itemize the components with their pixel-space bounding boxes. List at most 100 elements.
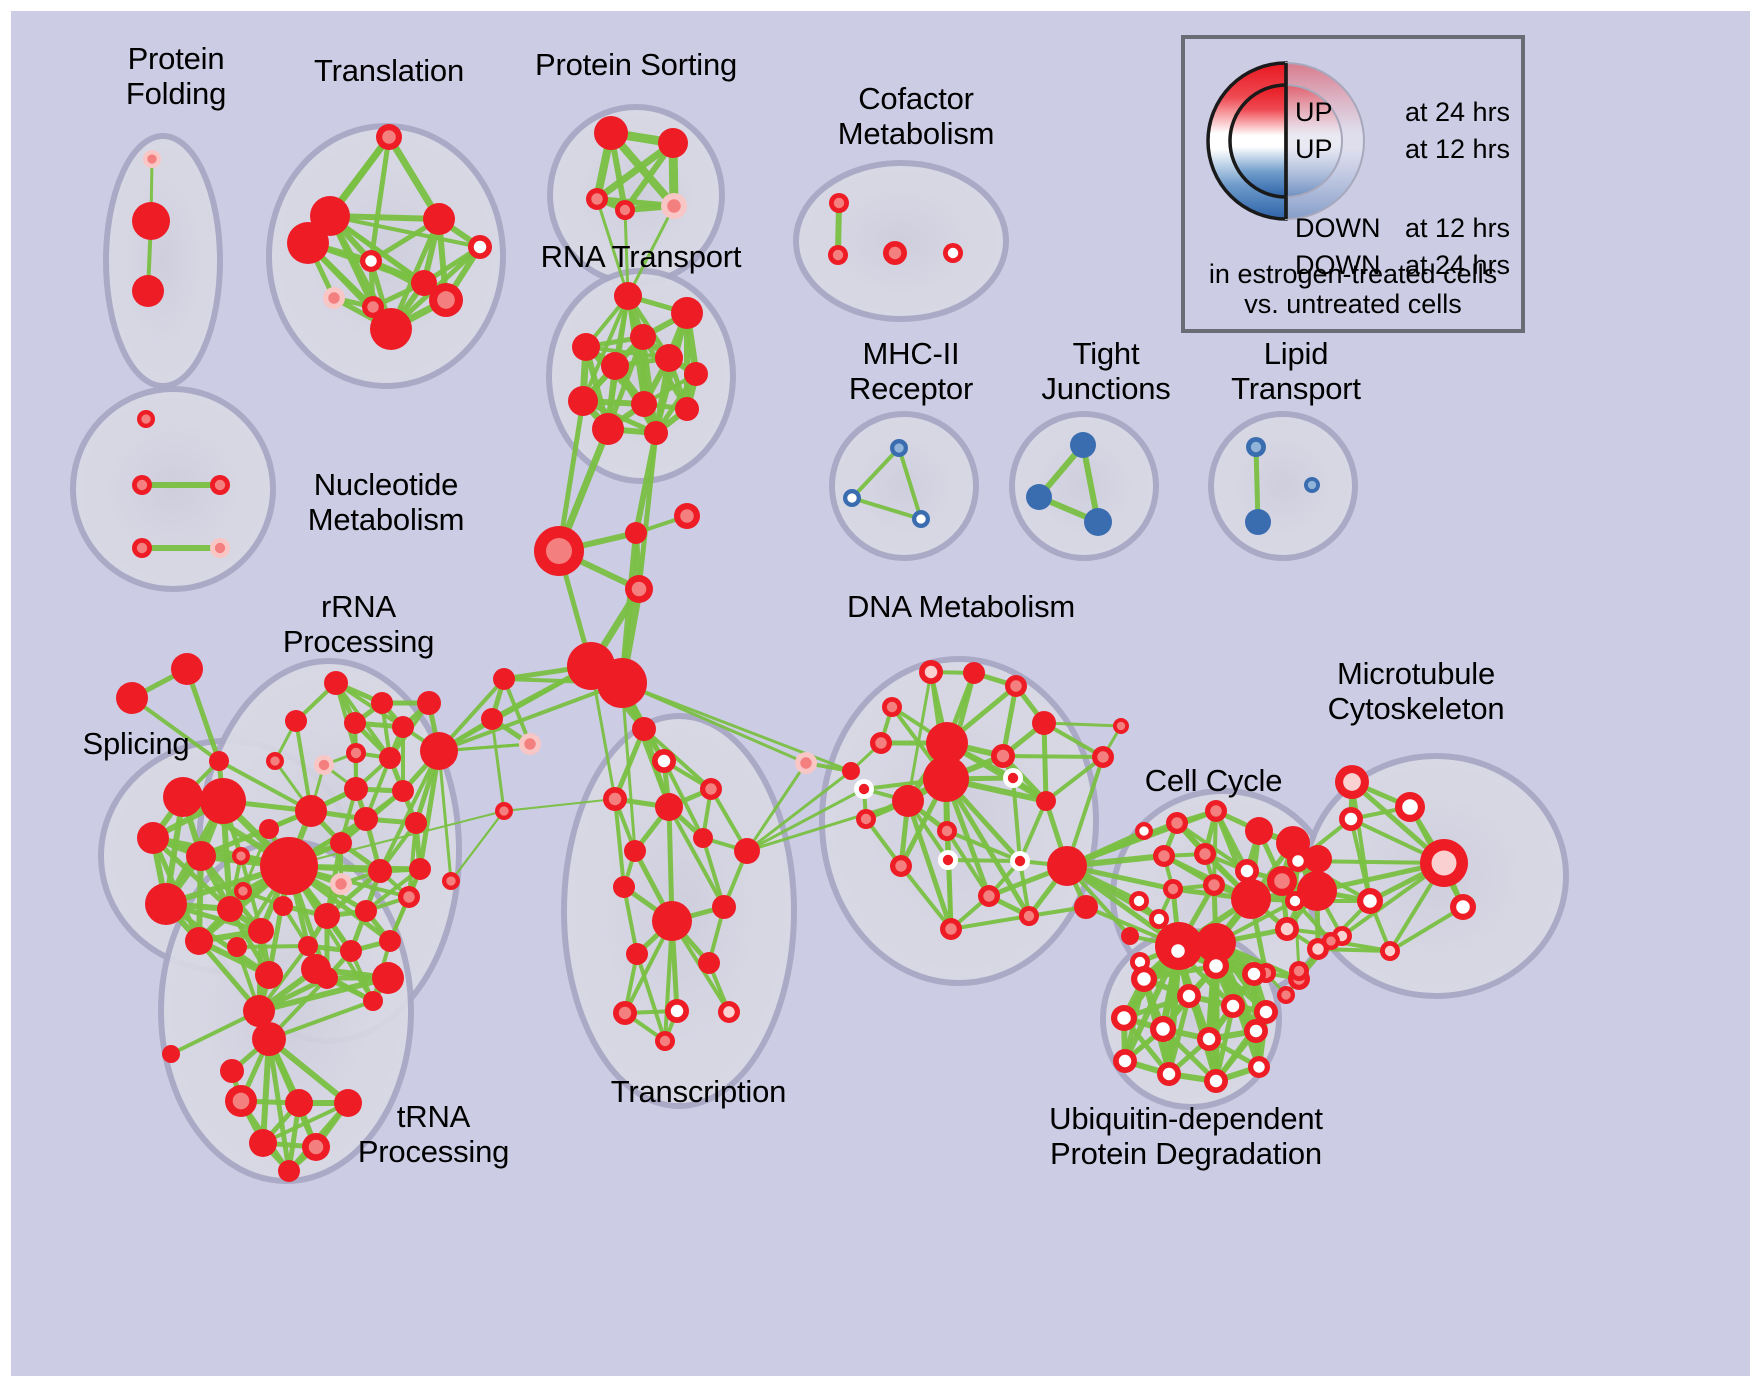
network-node[interactable]	[919, 660, 943, 684]
network-node[interactable]	[603, 787, 627, 811]
network-node[interactable]	[625, 575, 653, 603]
network-node[interactable]	[572, 333, 600, 361]
network-node[interactable]	[132, 538, 152, 558]
network-node[interactable]	[287, 222, 329, 264]
network-node[interactable]	[376, 124, 402, 150]
network-node[interactable]	[278, 1160, 300, 1182]
network-node[interactable]	[1254, 1000, 1278, 1024]
network-node[interactable]	[163, 777, 203, 817]
network-node[interactable]	[1205, 800, 1227, 822]
network-node[interactable]	[795, 752, 817, 774]
network-node[interactable]	[1275, 917, 1299, 941]
network-node[interactable]	[829, 193, 849, 213]
network-node[interactable]	[1113, 1049, 1137, 1073]
network-node[interactable]	[132, 275, 164, 307]
network-node[interactable]	[661, 193, 687, 219]
network-node[interactable]	[854, 779, 874, 799]
network-node[interactable]	[171, 653, 203, 685]
network-node[interactable]	[684, 362, 708, 386]
network-node[interactable]	[626, 943, 648, 965]
network-node[interactable]	[186, 841, 216, 871]
network-node[interactable]	[363, 991, 383, 1011]
network-node[interactable]	[712, 895, 736, 919]
network-node[interactable]	[344, 712, 366, 734]
network-node[interactable]	[259, 819, 279, 839]
network-node[interactable]	[273, 896, 293, 916]
network-node[interactable]	[1113, 718, 1129, 734]
network-node[interactable]	[1304, 477, 1320, 493]
network-node[interactable]	[1135, 822, 1153, 840]
network-node[interactable]	[1203, 953, 1229, 979]
network-node[interactable]	[1235, 859, 1259, 883]
network-node[interactable]	[586, 188, 608, 210]
network-node[interactable]	[938, 850, 958, 870]
network-node[interactable]	[1287, 850, 1309, 872]
network-node[interactable]	[324, 671, 348, 695]
network-node[interactable]	[1221, 994, 1245, 1018]
network-node[interactable]	[340, 940, 362, 962]
network-node[interactable]	[442, 872, 460, 890]
network-node[interactable]	[632, 717, 656, 741]
network-node[interactable]	[630, 324, 656, 350]
network-node[interactable]	[316, 967, 338, 989]
network-node[interactable]	[1245, 509, 1271, 535]
network-node[interactable]	[1074, 895, 1098, 919]
network-node[interactable]	[411, 270, 437, 296]
network-node[interactable]	[923, 756, 969, 802]
network-node[interactable]	[1131, 966, 1157, 992]
network-node[interactable]	[1395, 792, 1425, 822]
network-node[interactable]	[1069, 864, 1073, 868]
network-node[interactable]	[1129, 891, 1149, 911]
network-node[interactable]	[285, 1089, 313, 1117]
network-node[interactable]	[330, 873, 352, 895]
network-node[interactable]	[392, 780, 414, 802]
network-node[interactable]	[1165, 938, 1191, 964]
network-node[interactable]	[828, 245, 848, 265]
network-node[interactable]	[1335, 765, 1369, 799]
network-node[interactable]	[210, 538, 230, 558]
network-node[interactable]	[248, 918, 274, 944]
network-node[interactable]	[568, 386, 598, 416]
network-node[interactable]	[1157, 1062, 1181, 1086]
network-node[interactable]	[132, 202, 170, 240]
network-node[interactable]	[285, 710, 307, 732]
network-node[interactable]	[870, 732, 892, 754]
network-node[interactable]	[314, 755, 334, 775]
network-node[interactable]	[423, 203, 455, 235]
network-node[interactable]	[266, 752, 284, 770]
network-node[interactable]	[1166, 812, 1188, 834]
network-node[interactable]	[926, 722, 968, 764]
network-node[interactable]	[882, 697, 902, 717]
network-node[interactable]	[420, 732, 458, 770]
network-node[interactable]	[1084, 508, 1112, 536]
network-node[interactable]	[1070, 432, 1096, 458]
network-node[interactable]	[842, 762, 860, 780]
network-node[interactable]	[1197, 1027, 1221, 1051]
network-node[interactable]	[883, 241, 907, 265]
network-node[interactable]	[1032, 711, 1056, 735]
network-node[interactable]	[354, 807, 378, 831]
network-node[interactable]	[495, 802, 513, 820]
network-node[interactable]	[843, 489, 861, 507]
network-node[interactable]	[1248, 1056, 1270, 1078]
network-node[interactable]	[700, 778, 722, 800]
network-node[interactable]	[1111, 1005, 1137, 1031]
network-node[interactable]	[143, 150, 161, 168]
network-node[interactable]	[468, 235, 492, 259]
network-node[interactable]	[355, 900, 377, 922]
network-node[interactable]	[330, 832, 352, 854]
network-node[interactable]	[534, 526, 584, 576]
network-node[interactable]	[1010, 851, 1030, 871]
network-node[interactable]	[613, 1001, 637, 1025]
network-node[interactable]	[372, 962, 404, 994]
network-node[interactable]	[371, 692, 393, 714]
network-node[interactable]	[655, 344, 683, 372]
network-node[interactable]	[360, 250, 382, 272]
network-node[interactable]	[392, 716, 414, 738]
network-node[interactable]	[1231, 879, 1271, 919]
network-node[interactable]	[252, 1022, 286, 1056]
network-node[interactable]	[409, 858, 431, 880]
network-node[interactable]	[1153, 845, 1175, 867]
network-node[interactable]	[655, 793, 683, 821]
network-node[interactable]	[1196, 923, 1236, 963]
